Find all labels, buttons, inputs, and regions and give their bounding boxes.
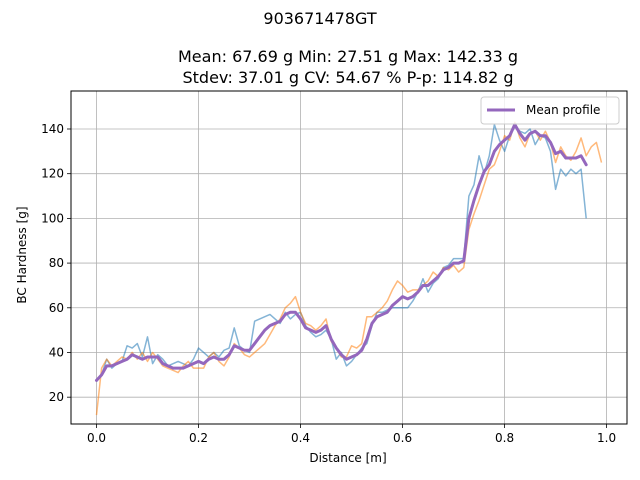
x-tick-label: 0.6: [393, 431, 412, 445]
stats-line-2: Stdev: 37.01 g CV: 54.67 % P-p: 114.82 g: [182, 68, 513, 87]
y-tick-label: 60: [49, 301, 64, 315]
y-tick-label: 40: [49, 345, 64, 359]
y-tick-label: 120: [41, 167, 64, 181]
y-tick-label: 20: [49, 390, 64, 404]
y-axis-label: BC Hardness [g]: [15, 206, 29, 303]
y-axis-ticks: 20 40 60 80 100 120 140: [41, 122, 71, 404]
x-axis-label: Distance [m]: [309, 451, 386, 465]
y-tick-label: 80: [49, 256, 64, 270]
series-lines: [95, 121, 603, 416]
stats-line-1: Mean: 67.69 g Min: 27.51 g Max: 142.33 g: [178, 47, 518, 66]
legend-box: [480, 96, 620, 125]
y-tick-label: 100: [41, 211, 64, 225]
x-tick-label: 0.4: [291, 431, 310, 445]
x-tick-label: 0.2: [189, 431, 208, 445]
grid-lines: [71, 91, 627, 424]
legend: Mean profile: [480, 96, 620, 125]
chart-title: 903671478GT: [263, 9, 376, 28]
plot-area-frame: [70, 90, 628, 425]
x-axis-ticks: 0.0 0.2 0.4 0.6 0.8 1.0: [87, 424, 616, 445]
y-tick-label: 140: [41, 122, 64, 136]
x-tick-label: 1.0: [597, 431, 616, 445]
mean-profile-line: [95, 123, 588, 382]
x-tick-label: 0.0: [87, 431, 106, 445]
x-tick-label: 0.8: [495, 431, 514, 445]
legend-label-mean-profile: Mean profile: [526, 103, 600, 117]
